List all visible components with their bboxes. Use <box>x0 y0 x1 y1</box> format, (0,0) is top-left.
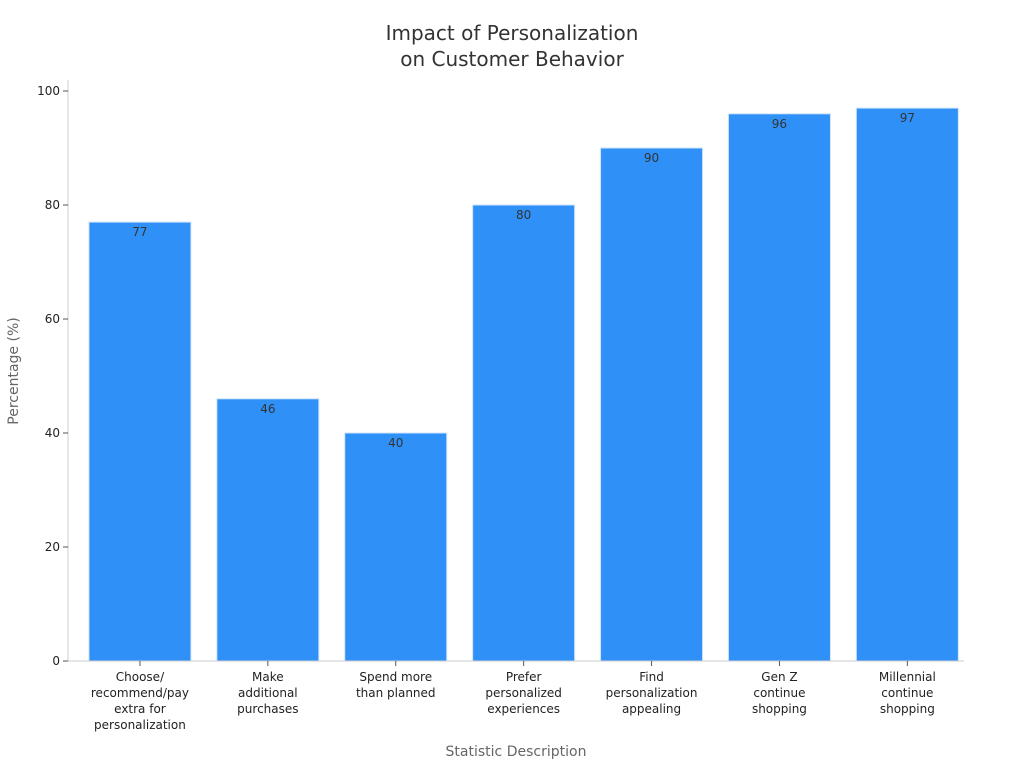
y-tick-label: 80 <box>45 198 60 212</box>
x-category-label: personalized <box>485 686 561 700</box>
bar <box>727 113 831 662</box>
bar <box>855 107 959 662</box>
y-tick-label: 40 <box>45 426 60 440</box>
x-category-label: Millennial <box>879 670 936 684</box>
x-category-label: than planned <box>356 686 436 700</box>
bars: 77 46 40 80 90 96 97 <box>88 107 959 662</box>
x-category-label: personalization <box>606 686 698 700</box>
bar <box>344 432 448 662</box>
chart-title-line: Impact of Personalization <box>386 21 639 45</box>
y-tick-label: 20 <box>45 540 60 554</box>
x-category-label: personalization <box>94 718 186 732</box>
x-category-labels: Choose/recommend/pay extra for personaliza… <box>91 661 936 732</box>
y-tick-label: 60 <box>45 312 60 326</box>
x-category-label: Spend more <box>359 670 432 684</box>
bar-value-label: 46 <box>260 402 275 416</box>
bar-value-label: 77 <box>132 225 147 239</box>
x-category-label: Choose/ <box>116 670 165 684</box>
bar <box>472 204 576 662</box>
y-ticks: 0 20 40 60 80 100 <box>37 84 68 668</box>
x-axis-label: Statistic Description <box>446 744 587 760</box>
bar <box>216 398 320 662</box>
y-tick-label: 0 <box>52 654 60 668</box>
x-category-label: Prefer <box>506 670 542 684</box>
bar-value-label: 96 <box>772 117 787 131</box>
bar-value-label: 90 <box>644 151 659 165</box>
bar <box>600 147 704 662</box>
y-tick-label: 100 <box>37 84 60 98</box>
x-category-label: recommend/pay <box>91 686 189 700</box>
bar-value-label: 97 <box>900 111 915 125</box>
x-category-label: Find <box>639 670 664 684</box>
x-category-label: continue <box>881 686 933 700</box>
bar-value-label: 80 <box>516 208 531 222</box>
x-category-label: Gen Z <box>761 670 797 684</box>
x-category-label: extra for <box>114 702 166 716</box>
x-category-label: additional <box>238 686 298 700</box>
bar-value-label: 40 <box>388 436 403 450</box>
x-category-label: shopping <box>752 702 807 716</box>
x-category-label: Make <box>252 670 284 684</box>
x-category-label: experiences <box>487 702 560 716</box>
x-category-label: continue <box>753 686 805 700</box>
bar <box>88 221 192 662</box>
y-axis-label: Percentage (%) <box>6 317 22 424</box>
chart-title-line: on Customer Behavior <box>400 47 624 71</box>
axes <box>67 80 964 662</box>
x-category-label: shopping <box>880 702 935 716</box>
x-category-label: appealing <box>622 702 681 716</box>
x-category-label: purchases <box>237 702 298 716</box>
